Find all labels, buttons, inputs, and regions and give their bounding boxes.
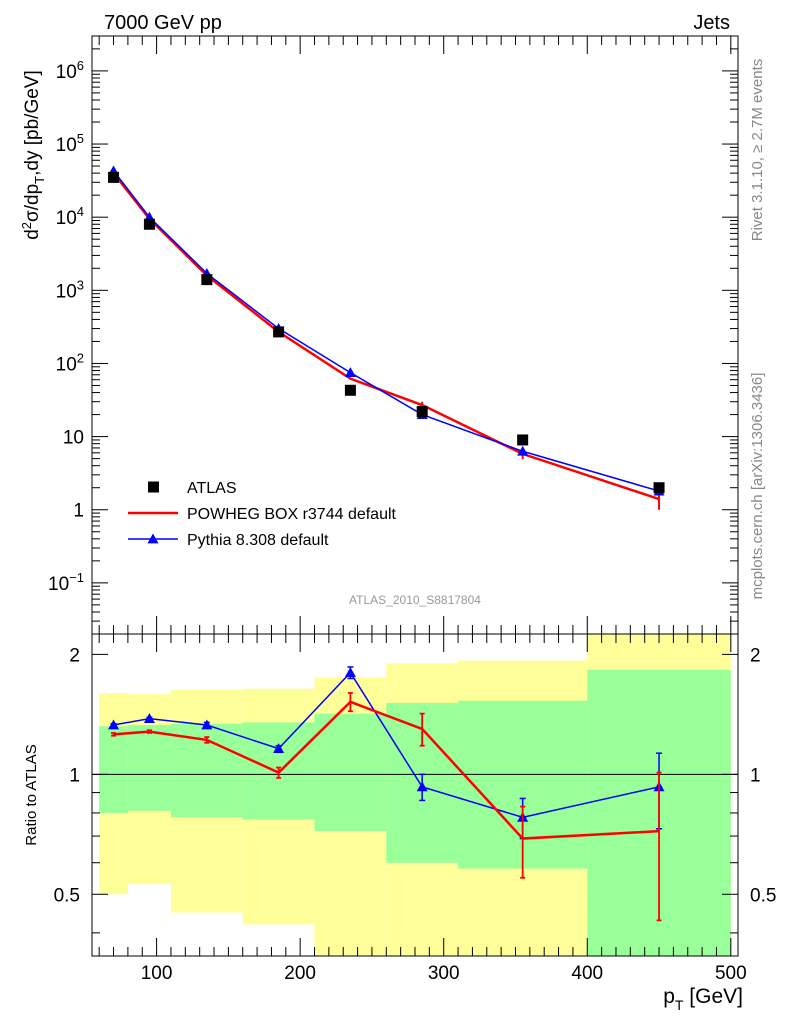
main-ylabel: d2σ/dpT,dy [pb/GeV] — [19, 70, 47, 240]
y-tick-label: 104 — [56, 204, 84, 229]
ratio-y-tick-label-right: 2 — [750, 645, 761, 666]
atlas-data-point — [108, 171, 120, 183]
pythia-ratio-line — [113, 671, 660, 819]
atlas-data-point — [416, 406, 428, 418]
ratio-y-tick-label: 1 — [69, 765, 80, 786]
legend-pythia-marker — [147, 533, 159, 544]
uncertainty-band-inner — [99, 726, 128, 813]
y-tick-exponent: 5 — [77, 131, 84, 146]
x-tick-label: 500 — [715, 963, 747, 984]
uncertainty-band-inner — [127, 724, 171, 811]
atlas-data-point — [517, 434, 529, 446]
atlas-data-point — [653, 482, 665, 494]
legend-label: Pythia 8.308 default — [187, 532, 329, 549]
y-tick-exponent: −1 — [69, 570, 84, 585]
atlas-data-point — [273, 326, 285, 338]
rivet-version-label: Rivet 3.1.10, ≥ 2.7M events — [749, 59, 766, 242]
legend-label: POWHEG BOX r3744 default — [187, 506, 397, 523]
powheg-ratio-line — [113, 700, 660, 840]
pythia-ratio-point — [416, 781, 428, 792]
ratio-y-tick-label-right: 0.5 — [750, 885, 776, 906]
atlas-data-point — [143, 218, 155, 230]
y-tick-base: 10 — [56, 135, 77, 156]
header-left: 7000 GeV pp — [104, 12, 222, 34]
y-tick-exponent: 3 — [77, 277, 84, 292]
y-tick-exponent: 2 — [77, 350, 84, 365]
legend: ATLAS POWHEG BOX r3744 default Pythia 8.30… — [128, 480, 397, 549]
x-tick-label: 100 — [141, 963, 173, 984]
pythia-ratio-point — [344, 667, 356, 678]
y-tick-exponent: 6 — [77, 58, 84, 73]
uncertainty-band-inner — [314, 713, 387, 832]
ratio-y-tick-label: 2 — [69, 645, 80, 666]
y-tick-label: 103 — [56, 277, 84, 302]
x-tick-label: 400 — [571, 963, 603, 984]
y-tick-label: 10−1 — [48, 570, 84, 595]
atlas-data-point — [344, 384, 356, 396]
pythia-ratio-point — [201, 719, 213, 730]
pythia-ratio-point — [143, 713, 155, 723]
y-tick-label: 105 — [56, 131, 84, 156]
mcplots-label: mcplots.cern.ch [arXiv:1306.3436] — [749, 373, 766, 600]
y-tick-label: 1 — [73, 501, 84, 522]
y-tick-exponent: 4 — [77, 204, 84, 219]
legend-label: ATLAS — [187, 480, 237, 497]
pythia-ratio-point — [273, 743, 285, 754]
header-right: Jets — [693, 12, 730, 34]
atlas-data-point — [201, 274, 213, 286]
x-axis-label: pT [GeV] — [663, 985, 743, 1013]
y-tick-base: 10 — [48, 574, 69, 595]
y-tick-base: 10 — [56, 208, 77, 229]
x-tick-label: 200 — [284, 963, 316, 984]
powheg-line — [112, 172, 660, 501]
ratio-panel: 0.5 0.5 1 1 2 2 100 200 300 400 500 Ratio to ATLA… — [23, 633, 776, 1013]
y-tick-base: 10 — [56, 62, 77, 83]
y-tick-base: 10 — [56, 281, 77, 302]
analysis-id-label: ATLAS_2010_S8817804 — [349, 593, 481, 607]
y-tick-label: 102 — [56, 350, 84, 375]
y-tick-base: 10 — [56, 354, 77, 375]
y-tick-label: 10 — [63, 428, 84, 449]
pythia-point — [517, 445, 529, 456]
legend-atlas-marker — [148, 481, 159, 493]
pythia-line — [112, 170, 660, 492]
ratio-y-tick-label-right: 1 — [750, 765, 761, 786]
ratio-y-tick-label: 0.5 — [54, 885, 80, 906]
y-tick-label: 106 — [56, 58, 84, 83]
pythia-point — [344, 367, 356, 377]
x-tick-label: 300 — [428, 963, 460, 984]
pythia-ratio-point — [108, 719, 120, 730]
ratio-ylabel: Ratio to ATLAS — [23, 744, 40, 845]
